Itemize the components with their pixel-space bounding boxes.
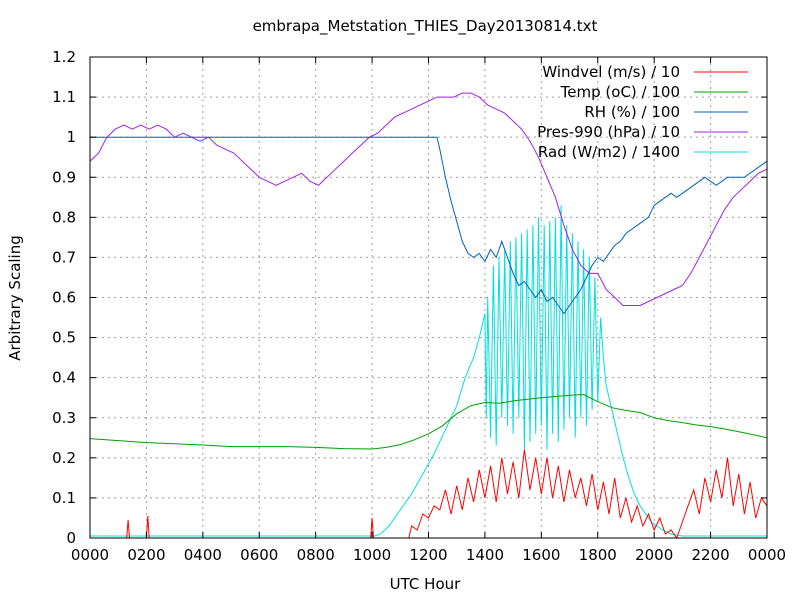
x-tick-label: 0600 bbox=[240, 546, 278, 564]
y-tick-label: 1.2 bbox=[52, 48, 76, 66]
x-tick-label: 0400 bbox=[184, 546, 222, 564]
x-tick-label: 2000 bbox=[635, 546, 673, 564]
x-tick-label: 1000 bbox=[353, 546, 391, 564]
legend-label-temp: Temp (oC) / 100 bbox=[560, 83, 680, 101]
x-tick-label: 0800 bbox=[297, 546, 335, 564]
legend-label-rad: Rad (W/m2) / 1400 bbox=[538, 143, 680, 161]
x-tick-label: 0000 bbox=[748, 546, 786, 564]
y-tick-label: 0.2 bbox=[52, 449, 76, 467]
legend: Windvel (m/s) / 10 Temp (oC) / 100 RH (%) … bbox=[537, 63, 748, 161]
x-tick-label: 0000 bbox=[71, 546, 109, 564]
series-line-temp bbox=[89, 393, 768, 450]
y-tick-label: 0.9 bbox=[52, 168, 76, 186]
series-line-pres bbox=[89, 92, 768, 306]
legend-label-pres: Pres-990 (hPa) / 10 bbox=[537, 123, 680, 141]
y-tick-label: 0 bbox=[66, 529, 76, 547]
y-tick-label: 0.1 bbox=[52, 489, 76, 507]
y-tick-label: 0.3 bbox=[52, 409, 76, 427]
tick-layer: 0000 0200 0400 0600 0800 1000 1200 1400 1600 1800… bbox=[52, 48, 786, 564]
y-tick-label: 1 bbox=[66, 128, 76, 146]
y-tick-label: 1.1 bbox=[52, 88, 76, 106]
y-tick-label: 0.6 bbox=[52, 289, 76, 307]
legend-label-rh: RH (%) / 100 bbox=[584, 103, 680, 121]
x-tick-label: 0200 bbox=[127, 546, 165, 564]
x-tick-label: 1800 bbox=[579, 546, 617, 564]
series-line-rad bbox=[90, 205, 767, 537]
series-line-windvel bbox=[90, 449, 768, 540]
series-layer bbox=[89, 92, 768, 540]
x-tick-label: 1600 bbox=[522, 546, 560, 564]
x-tick-label: 2200 bbox=[691, 546, 729, 564]
legend-label-windvel: Windvel (m/s) / 10 bbox=[542, 63, 680, 81]
series-line-rh bbox=[90, 136, 768, 315]
y-axis-label: Arbitrary Scaling bbox=[6, 235, 24, 361]
y-tick-label: 0.7 bbox=[52, 248, 76, 266]
y-tick-label: 0.5 bbox=[52, 329, 76, 347]
y-tick-label: 0.8 bbox=[52, 208, 76, 226]
y-tick-label: 0.4 bbox=[52, 369, 76, 387]
chart-title: embrapa_Metstation_THIES_Day20130814.txt bbox=[253, 17, 598, 36]
x-axis-label: UTC Hour bbox=[390, 575, 461, 593]
x-tick-label: 1200 bbox=[409, 546, 447, 564]
x-tick-label: 1400 bbox=[466, 546, 504, 564]
